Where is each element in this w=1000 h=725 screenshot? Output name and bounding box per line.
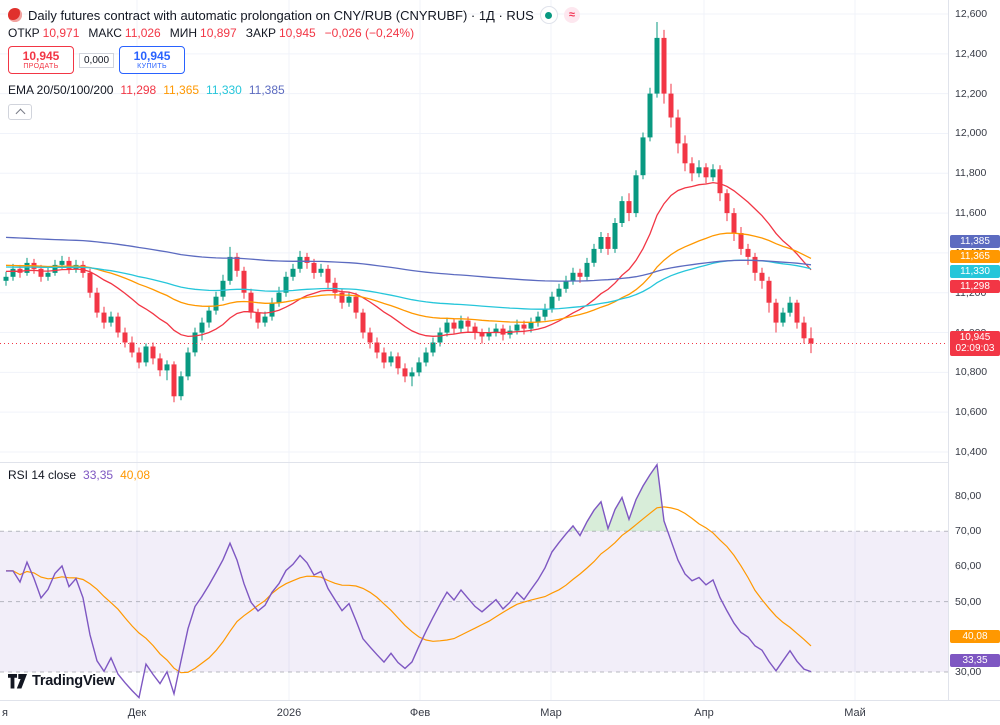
pane-divider[interactable] [0, 462, 1000, 463]
buy-button[interactable]: 10,945 КУПИТЬ [119, 46, 186, 74]
ema20-value: 11,298 [120, 83, 157, 97]
ema100-value: 11,330 [206, 83, 242, 97]
tradingview-logo[interactable]: TradingView [8, 673, 115, 689]
rsi-value: 33,35 [83, 468, 114, 482]
price-tick-label: 12,600 [955, 8, 988, 20]
sell-button[interactable]: 10,945 ПРОДАТЬ [8, 46, 74, 74]
rsi-indicator-legend[interactable]: RSI 14 close 33,35 40,08 [8, 468, 150, 482]
price-tick-label: 11,600 [955, 207, 987, 220]
ema-label: EMA 20/50/100/200 [8, 83, 114, 97]
rsi-signal-line [6, 506, 812, 674]
ema-indicator-legend[interactable]: EMA 20/50/100/200 11,298 11,365 11,330 1… [8, 83, 580, 97]
tradingview-logo-text: TradingView [32, 673, 115, 689]
ema-price-badge: 11,298 [950, 279, 1000, 293]
ohlc-row: ОТКР 10,971 МАКС 11,026 МИН 10,897 ЗАКР 10,9… [8, 26, 580, 40]
ema-price-badge: 11,330 [950, 264, 1000, 278]
rsi-tick-label: 30,00 [955, 666, 982, 678]
rsi-line [6, 463, 812, 700]
price-tick-label: 12,000 [955, 127, 988, 140]
time-axis-label: Май [844, 707, 866, 719]
rsi-tick-label: 70,00 [955, 525, 982, 538]
buy-price: 10,945 [133, 49, 171, 63]
rsi-pane-canvas[interactable] [0, 463, 948, 700]
time-scale[interactable]: я Дек 2026 Фев Мар Апр Май [0, 700, 1000, 725]
time-axis-label: Мар [540, 707, 562, 719]
market-open-dot-icon [545, 11, 553, 19]
ema-line-20 [5, 181, 812, 338]
time-axis-label: Апр [694, 707, 714, 719]
change-value: −0,026 (−0,24%) [324, 26, 415, 40]
high-value: 11,026 [124, 26, 161, 40]
time-axis-label: Дек [127, 707, 147, 719]
time-axis-label: 2026 [276, 707, 302, 719]
buy-label: КУПИТЬ [137, 63, 167, 70]
ema200-value: 11,385 [248, 83, 285, 97]
price-tick-label: 11,800 [955, 167, 987, 180]
ema-line-200 [5, 236, 812, 282]
close-value: 10,945 [278, 26, 316, 40]
chevron-up-icon [15, 108, 25, 119]
collapse-legend-button[interactable] [8, 104, 32, 120]
rsi-label: RSI 14 close [8, 468, 77, 482]
ema-price-badge: 11,365 [950, 249, 1000, 263]
symbol-title-row[interactable]: Daily futures contract with automatic pr… [8, 5, 580, 25]
low-value: 10,897 [200, 26, 237, 40]
rsi-tick-label: 80,00 [955, 490, 982, 502]
rsi-value-badge: 33,35 [950, 653, 1000, 667]
approx-price-icon[interactable]: ≈ [563, 7, 580, 23]
open-value: 10,971 [42, 26, 80, 40]
price-pane-canvas[interactable] [0, 0, 948, 462]
open-label: ОТКР [8, 26, 40, 40]
rsi-overbought-fill [568, 464, 668, 532]
last-price-badge: 10,945 02:09:03 [950, 331, 1000, 357]
spread-value: 0,000 [79, 52, 115, 68]
rsi-signal-value: 40,08 [120, 468, 151, 482]
close-label: ЗАКР [245, 26, 276, 40]
rsi-tick-label: 50,00 [955, 595, 982, 608]
price-tick-label: 10,800 [955, 366, 988, 379]
market-status-icon[interactable] [539, 6, 558, 24]
rsi-tick-label: 60,00 [955, 560, 982, 573]
instrument-logo-icon [8, 8, 22, 22]
ema-price-badge: 11,385 [950, 234, 1000, 248]
price-tick-label: 12,400 [955, 47, 988, 60]
tradingview-logo-icon [8, 673, 27, 688]
trade-widget: 10,945 ПРОДАТЬ 0,000 10,945 КУПИТЬ [8, 46, 580, 74]
time-axis-label: Фев [409, 707, 431, 719]
ema50-value: 11,365 [163, 83, 200, 97]
price-scale[interactable]: 10,40010,60010,80011,00011,20011,40011,6… [948, 0, 1000, 700]
sell-price: 10,945 [22, 49, 60, 63]
high-label: МАКС [88, 26, 122, 40]
chart-title: Daily futures contract with automatic pr… [28, 7, 534, 23]
price-tick-label: 10,400 [955, 446, 988, 458]
rsi-signal-badge: 40,08 [950, 630, 1000, 644]
chart-legend: Daily futures contract with automatic pr… [8, 5, 580, 120]
time-axis-label: я [2, 707, 8, 719]
candles [3, 22, 814, 403]
price-tick-label: 10,600 [955, 406, 988, 419]
ema-line-100 [5, 259, 812, 310]
sell-label: ПРОДАТЬ [23, 63, 59, 70]
price-tick-label: 12,200 [955, 87, 988, 100]
ema-line-50 [5, 232, 812, 323]
low-label: МИН [169, 26, 198, 40]
